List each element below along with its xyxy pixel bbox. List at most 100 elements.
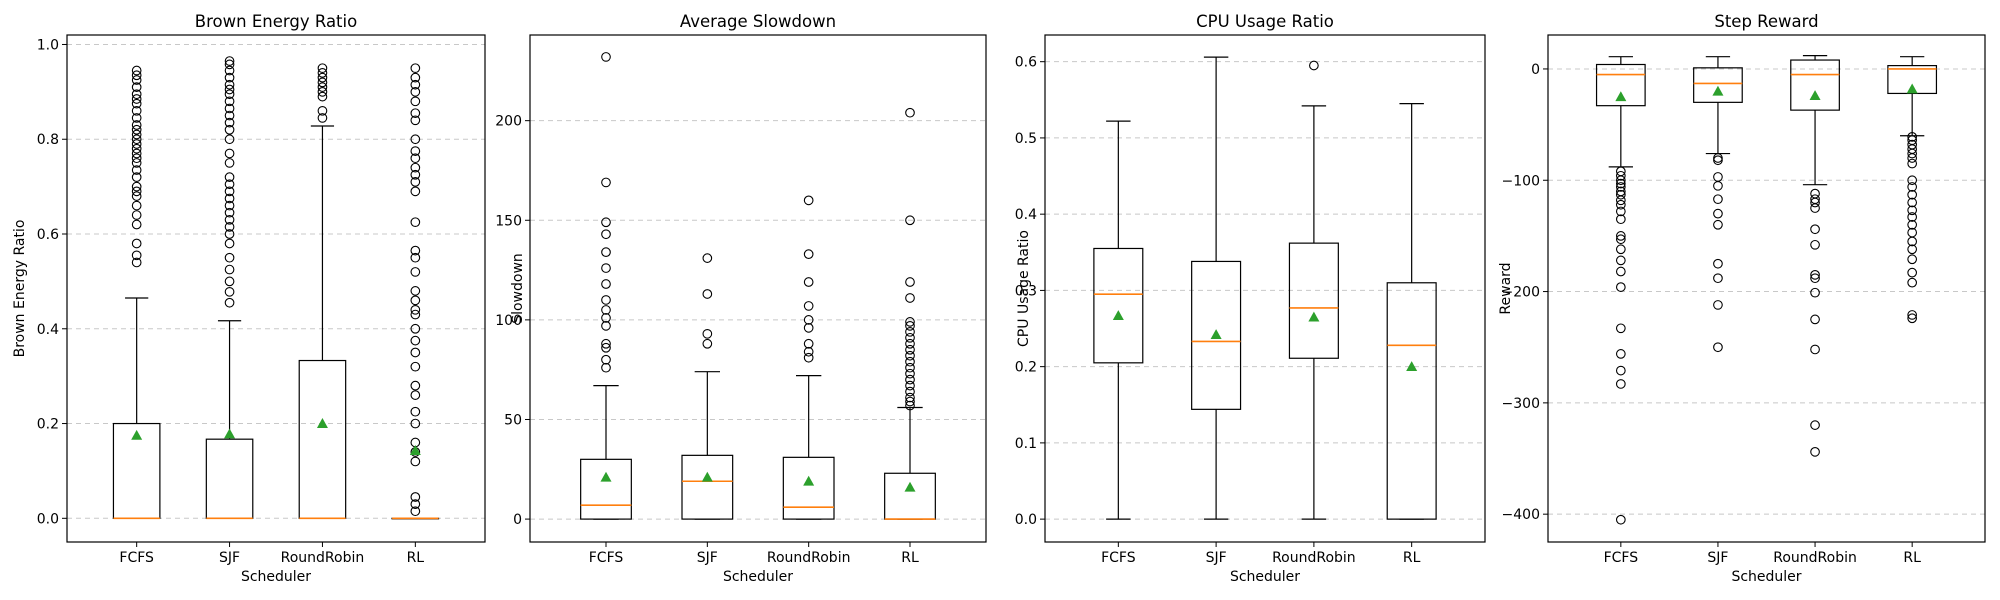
chart-panel-1: 0.0 0.2 0.4 0.6 0.8 1.0 FCFS SJF RoundRobin RL Bro… — [12, 12, 486, 585]
outlier-point — [1907, 158, 1918, 169]
box-iqr — [1093, 247, 1144, 364]
x-tick-label: RL — [901, 550, 919, 566]
outlier-point — [702, 328, 713, 339]
outlier-point — [601, 279, 611, 289]
outlier-point — [224, 229, 235, 239]
outlier-point — [1615, 244, 1626, 255]
outlier-point — [1810, 270, 1820, 280]
outlier-point — [410, 252, 421, 263]
outlier-point — [224, 89, 235, 100]
outlier-point — [131, 65, 142, 76]
outlier-point — [224, 264, 235, 275]
mean-marker — [1712, 85, 1724, 96]
y-tick-label: −100 — [1502, 173, 1540, 189]
y-tick-label: 0.8 — [37, 132, 59, 148]
outlier-point — [410, 406, 421, 417]
x-axis-label: Scheduler — [1731, 569, 1801, 585]
outlier-point — [1713, 208, 1723, 219]
y-tick-label: 0.2 — [1015, 360, 1037, 376]
outlier-point — [803, 322, 814, 333]
outlier-point — [1713, 258, 1723, 269]
outlier-point — [702, 338, 713, 349]
outlier-point — [1615, 234, 1626, 245]
outlier-point — [224, 84, 235, 95]
outlier-point — [1309, 60, 1319, 71]
outlier-point — [131, 219, 142, 230]
outlier-point — [410, 295, 421, 306]
outlier-point — [131, 148, 142, 159]
outlier-point — [224, 158, 235, 168]
outlier-point — [1810, 314, 1820, 325]
outlier-point — [803, 277, 814, 287]
outlier-point — [410, 108, 421, 119]
x-axis-label: Scheduler — [723, 569, 793, 585]
outlier-point — [1615, 199, 1626, 210]
outlier-point — [410, 335, 421, 346]
y-tick-label: −200 — [1502, 285, 1540, 301]
chart-panel-4: −400 −300 −200 −100 0 FCFS SJF RoundRobin RL Step… — [1498, 12, 1986, 585]
outlier-point — [131, 70, 142, 81]
outlier-point — [224, 134, 235, 145]
outlier-point — [905, 362, 915, 373]
outlier-point — [410, 323, 421, 334]
outlier-point — [601, 247, 611, 257]
outlier-point — [905, 215, 915, 226]
outlier-point — [905, 356, 915, 367]
outlier-point — [905, 374, 915, 385]
outlier-point — [1810, 239, 1820, 250]
outlier-point — [1615, 231, 1626, 241]
outlier-point — [601, 362, 611, 373]
outlier-point — [317, 82, 328, 92]
outlier-point — [1907, 244, 1918, 255]
x-axis-label: Scheduler — [1230, 569, 1300, 585]
outlier-point — [601, 295, 611, 305]
mean-marker — [803, 475, 815, 486]
outlier-point — [1907, 205, 1918, 216]
outlier-point — [224, 110, 235, 121]
y-tick-label: −300 — [1502, 396, 1540, 412]
outlier-point — [410, 309, 421, 320]
outlier-point — [410, 79, 421, 90]
y-tick-label: 0.2 — [37, 417, 59, 433]
outlier-point — [410, 146, 421, 156]
x-axis-label: Scheduler — [241, 569, 311, 585]
outlier-point — [1615, 170, 1626, 181]
outlier-point — [1615, 266, 1626, 277]
outlier-point — [410, 347, 421, 358]
outlier-point — [224, 117, 235, 128]
outlier-point — [224, 207, 235, 218]
outlier-point — [131, 82, 142, 92]
outlier-point — [131, 105, 142, 116]
outlier-point — [224, 56, 235, 66]
x-tick-label: RoundRobin — [767, 550, 851, 566]
outlier-point — [224, 276, 235, 287]
mean-marker — [1906, 83, 1918, 94]
outlier-point — [905, 400, 915, 411]
mean-marker — [1406, 361, 1418, 372]
outlier-point — [1907, 148, 1918, 159]
outlier-point — [131, 191, 142, 201]
y-tick-label: 150 — [495, 213, 522, 229]
x-tick-label: FCFS — [1604, 550, 1639, 566]
box-iqr — [1386, 282, 1437, 520]
outlier-point — [1615, 206, 1626, 217]
outlier-point — [905, 277, 915, 287]
outlier-point — [131, 165, 142, 175]
outlier-point — [1615, 255, 1626, 266]
outlier-point — [1907, 310, 1918, 320]
mean-marker — [701, 471, 713, 482]
mean-marker — [224, 428, 236, 439]
outlier-point — [131, 172, 142, 182]
outlier-point — [131, 94, 142, 104]
outlier-point — [905, 386, 915, 397]
x-tick-label: RL — [407, 550, 425, 566]
outlier-point — [601, 263, 611, 273]
y-axis-label: Slowdown — [510, 253, 526, 324]
y-tick-label: 0.6 — [1015, 55, 1037, 71]
outlier-point — [905, 326, 915, 337]
outlier-point — [1907, 267, 1918, 278]
x-tick-label: RL — [1403, 550, 1421, 566]
outlier-point — [905, 344, 915, 355]
outlier-point — [601, 313, 611, 323]
outlier-point — [1713, 194, 1723, 205]
